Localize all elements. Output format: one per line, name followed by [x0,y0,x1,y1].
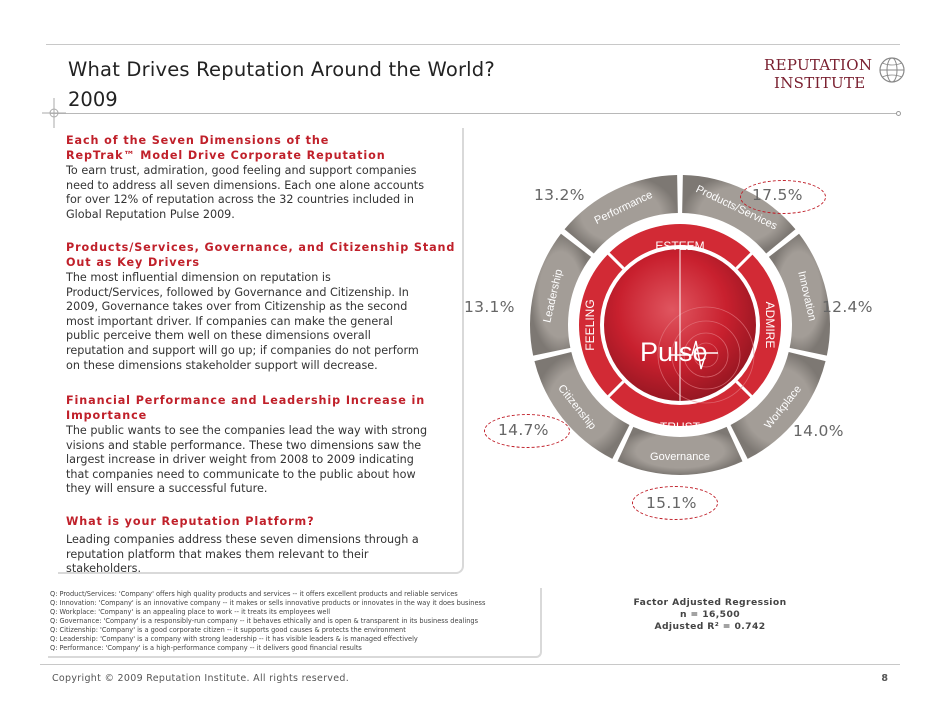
ring-segment-products-services [682,175,796,254]
ring-label-governance: Governance [650,451,710,463]
pct-workplace: 14.0% [793,422,844,440]
highlight-ring [484,414,570,448]
reptrak-wheel: Pulse ESTEEM TRUST FEELING ADMIRE Perfor… [530,175,830,475]
globe-icon [879,57,905,83]
section-body: The most influential dimension on reputa… [66,271,419,372]
logo-line2: INSTITUTE [774,74,866,92]
highlight-ring [632,486,718,520]
pct-governance: 15.1% [646,494,697,512]
note-line: Q: Governance: 'Company' is a responsibl… [50,617,479,625]
ring-segment-citizenship [534,352,630,459]
note-line: Q: Innovation: 'Company' is an innovativ… [50,599,486,607]
section-heading: Each of the Seven Dimensions of the RepTr… [66,134,386,162]
note-line: Q: Workplace: 'Company' is an appealing … [50,608,331,616]
pct-citizenship: 14.7% [498,421,549,439]
admire-label: ADMIRE [763,302,777,349]
logo-line1: REPUTATION [764,56,873,74]
middle-divider [606,251,625,270]
pct-innovation: 12.4% [822,298,873,316]
note-line: Q: Leadership: 'Company' is a company wi… [50,635,418,643]
section-heading: What is your Reputation Platform? [66,515,315,528]
ring-segment-leadership [530,233,592,356]
ring-segment-innovation [768,233,830,356]
outer-ring [530,175,830,475]
title-rule [50,113,900,114]
ring-segment-workplace [730,352,826,459]
trust-label: TRUST [660,420,701,434]
section-body: To earn trust, admiration, good feeling … [66,164,425,221]
top-rule [46,44,900,45]
reputation-institute-logo: REPUTATION INSTITUTE [764,50,905,94]
rule-end-dot [896,111,901,116]
notes-box [48,588,542,658]
section-heading: Financial Performance and Leadership Inc… [66,394,426,422]
heartbeat-icon [670,340,718,370]
regression-n: n = 16,500 [679,609,741,620]
note-line: Q: Product/Services: 'Company' offers hi… [50,590,458,598]
crosshair-icon [42,98,66,128]
middle-divider [735,251,754,270]
page-number: 8 [881,673,888,684]
feeling-label: FEELING [583,299,597,350]
section-body: Leading companies address these seven di… [66,533,419,576]
page-title: What Drives Reputation Around the World? [68,58,495,81]
highlight-ring [740,180,826,214]
section-heading: Products/Services, Governance, and Citiz… [66,241,456,269]
ring-segment-governance [617,426,743,475]
page-subtitle: 2009 [68,88,118,111]
text-panel [58,128,464,574]
esteem-label: ESTEEM [655,239,704,253]
pct-performance: 13.2% [534,186,585,204]
regression-title: Factor Adjusted Regression [633,597,787,608]
middle-ring-dividers [606,251,754,399]
ring-segment-performance [564,175,678,254]
copyright-text: Copyright © 2009 Reputation Institute. A… [52,673,350,684]
note-line: Q: Citizenship: 'Company' is a good corp… [50,626,406,634]
pct-leadership: 13.1% [464,298,515,316]
middle-divider [735,380,754,399]
pulse-center-label: Pulse [640,337,708,367]
note-line: Q: Performance: 'Company' is a high-perf… [50,644,362,652]
regression-r2: Adjusted R² = 0.742 [654,621,766,632]
section-body: The public wants to see the companies le… [66,424,428,496]
footer: Copyright © 2009 Reputation Institute. A… [40,664,900,688]
middle-divider [606,380,625,399]
pct-products-services: 17.5% [752,186,803,204]
